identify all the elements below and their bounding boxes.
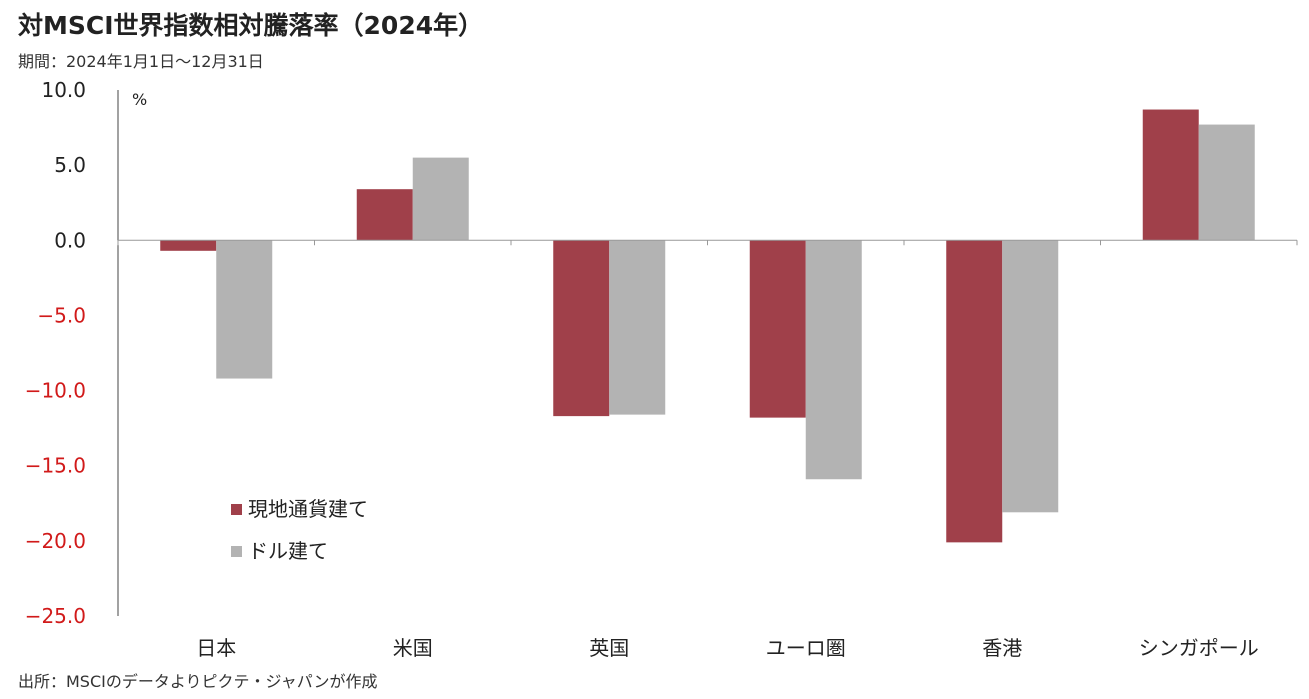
y-tick-label: 10.0 (41, 78, 86, 102)
chart-title: 対MSCI世界指数相対騰落率（2024年） (18, 11, 484, 40)
category-label: 米国 (393, 636, 433, 660)
bar-local-currency-3 (749, 240, 806, 418)
legend-label: 現地通貨建て (248, 497, 368, 521)
y-tick-label: −10.0 (25, 379, 86, 403)
y-tick-label: 5.0 (54, 153, 86, 177)
category-label: シンガポール (1139, 636, 1259, 660)
chart-subtitle: 期間：2024年1月1日～12月31日 (18, 52, 264, 71)
legend-swatch (231, 504, 242, 515)
bar-usd-0 (216, 240, 273, 379)
y-tick-label: −25.0 (25, 604, 86, 628)
category-label: ユーロ圏 (766, 636, 846, 660)
category-label: 香港 (982, 636, 1022, 660)
bar-local-currency-5 (1142, 109, 1199, 241)
bar-local-currency-1 (356, 189, 413, 241)
legend-swatch (231, 546, 242, 557)
bar-usd-1 (412, 157, 469, 241)
source-note: 出所：MSCIのデータよりピクテ・ジャパンが作成 (18, 672, 378, 691)
bar-local-currency-4 (946, 240, 1003, 543)
y-tick-label: −20.0 (25, 529, 86, 553)
bar-usd-3 (805, 240, 862, 480)
bar-local-currency-2 (553, 240, 610, 417)
bar-usd-5 (1198, 124, 1255, 241)
y-tick-label: 0.0 (54, 228, 86, 252)
category-label: 日本 (196, 636, 236, 660)
bar-usd-2 (609, 240, 666, 415)
y-tick-label: −15.0 (25, 454, 86, 478)
category-label: 英国 (589, 636, 629, 660)
bar-local-currency-0 (160, 240, 217, 251)
y-tick-label: −5.0 (37, 303, 86, 327)
y-unit-label: % (132, 90, 147, 109)
bar-usd-4 (1002, 240, 1059, 513)
legend-label: ドル建て (248, 539, 328, 563)
